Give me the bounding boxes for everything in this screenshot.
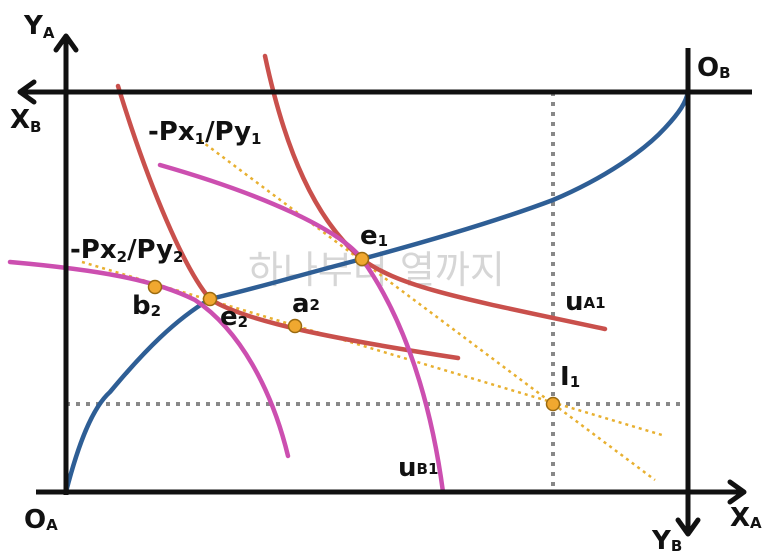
axis-yb-arrowhead bbox=[675, 517, 701, 537]
label-ua1: uA1 bbox=[565, 287, 606, 317]
label-b2: b2 bbox=[132, 291, 161, 321]
point-i1 bbox=[545, 396, 561, 412]
label-a2: a2 bbox=[292, 289, 320, 319]
label-xa: XA bbox=[730, 503, 762, 533]
point-b2 bbox=[147, 279, 163, 295]
point-e2 bbox=[202, 291, 218, 307]
label-ub1: uB1 bbox=[398, 453, 438, 483]
label-e1: e1 bbox=[360, 221, 388, 251]
label-oa: OA bbox=[24, 505, 58, 535]
label-price-ratio-1: -Px1/Py1 bbox=[148, 117, 261, 148]
label-yb: YB bbox=[651, 526, 682, 556]
label-ya: YA bbox=[23, 11, 55, 42]
label-i1: I1 bbox=[560, 362, 580, 392]
indifference-curve-b-2 bbox=[7, 259, 291, 459]
axis-ya-arrowhead bbox=[53, 33, 79, 53]
axis-xb-arrowhead bbox=[17, 79, 37, 105]
point-e1 bbox=[354, 251, 370, 267]
axis-xa-arrowhead bbox=[727, 479, 747, 505]
label-price-ratio-2: -Px2/Py2 bbox=[70, 235, 183, 266]
point-a2 bbox=[287, 318, 303, 334]
label-xb: XB bbox=[10, 105, 41, 136]
label-e2: e2 bbox=[220, 302, 248, 332]
label-ob: OB bbox=[697, 53, 731, 83]
